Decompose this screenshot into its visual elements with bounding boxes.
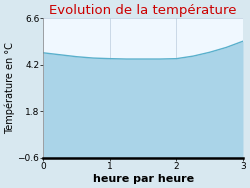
Title: Evolution de la température: Evolution de la température bbox=[50, 4, 237, 17]
X-axis label: heure par heure: heure par heure bbox=[93, 174, 194, 184]
Y-axis label: Température en °C: Température en °C bbox=[4, 42, 15, 134]
